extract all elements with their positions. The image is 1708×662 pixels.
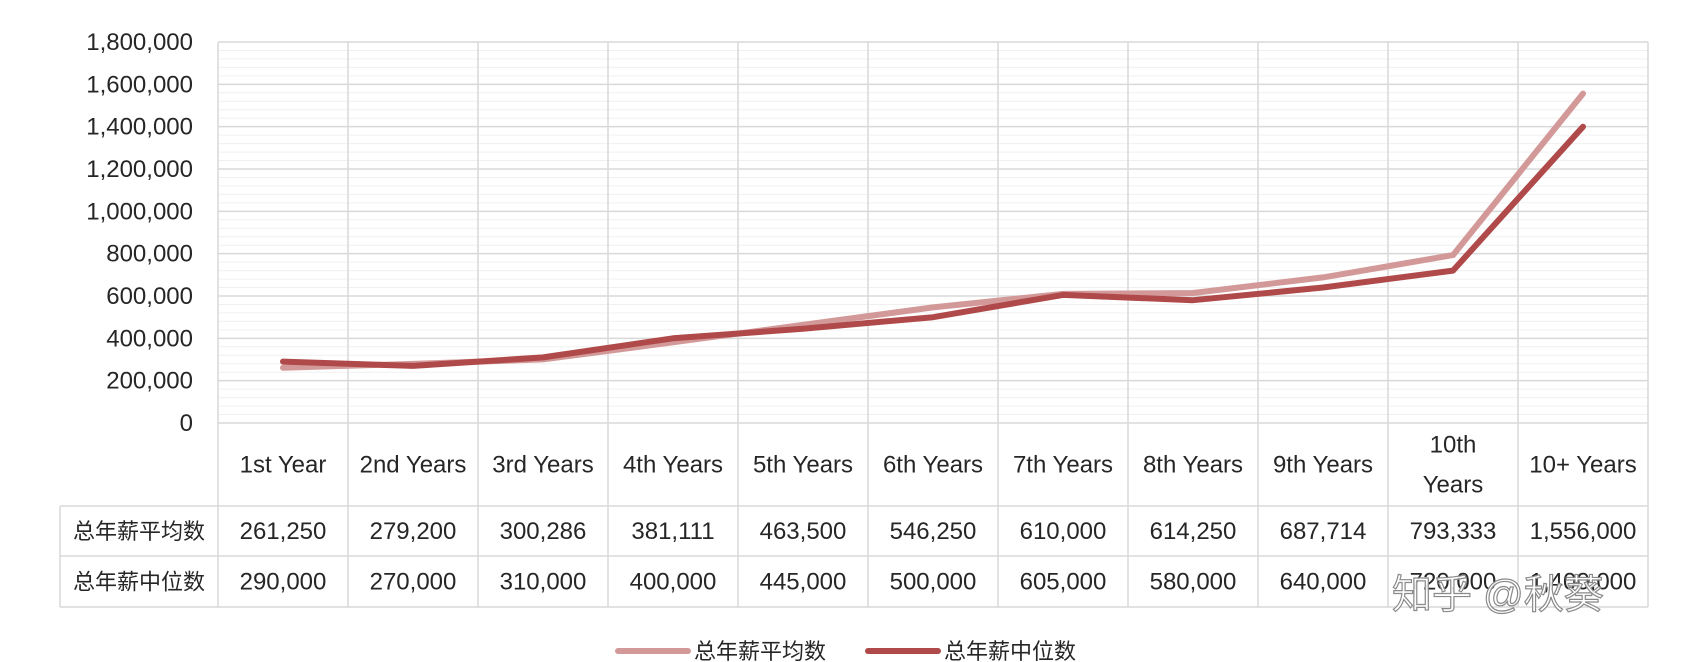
x-category-label: 6th Years (883, 452, 983, 479)
data-table-cell: 279,200 (370, 518, 457, 545)
data-table-cell: 300,286 (500, 518, 587, 545)
data-table-cell: 400,000 (630, 569, 717, 596)
data-table: 1st Year 2nd Years 3rd Years 4th Years 5th Y… (73, 432, 1637, 596)
y-tick-label: 600,000 (106, 283, 193, 310)
x-category-label: 10+ Years (1529, 452, 1636, 479)
y-tick-label: 1,600,000 (86, 71, 193, 98)
y-tick-label: 1,800,000 (86, 29, 193, 56)
x-category-label: 3rd Years (492, 452, 593, 479)
legend-label: 总年薪中位数 (944, 639, 1076, 662)
x-category-label: 7th Years (1013, 452, 1113, 479)
data-table-cell: 793,333 (1410, 518, 1497, 545)
y-axis: 0 200,000 400,000 600,000 800,000 1,000,000 1,… (86, 29, 193, 437)
watermark: 知乎 @秋葵 (1391, 572, 1604, 617)
data-table-cell: 310,000 (500, 569, 587, 596)
x-category-label: 2nd Years (360, 452, 467, 479)
data-table-cell: 500,000 (890, 569, 977, 596)
y-tick-label: 0 (180, 410, 193, 437)
data-table-cell: 445,000 (760, 569, 847, 596)
watermark-text: 知乎 @秋葵 (1392, 573, 1604, 617)
data-table-cell: 261,250 (240, 518, 327, 545)
x-category-label: 8th Years (1143, 452, 1243, 479)
x-category-label: 10th (1430, 432, 1477, 459)
x-category-label: 9th Years (1273, 452, 1373, 479)
data-table-cell: 546,250 (890, 518, 977, 545)
y-tick-label: 200,000 (106, 368, 193, 395)
data-table-cell: 720,000 (1410, 569, 1497, 596)
data-table-cell: 290,000 (240, 569, 327, 596)
minor-gridlines (218, 49, 1648, 416)
data-table-cell: 1,556,000 (1530, 518, 1637, 545)
y-tick-label: 1,200,000 (86, 156, 193, 183)
y-tick-label: 1,400,000 (86, 114, 193, 141)
legend: 总年薪平均数 总年薪中位数 (615, 639, 1076, 662)
data-table-cell: 580,000 (1150, 569, 1237, 596)
data-table-cell: 687,714 (1280, 518, 1367, 545)
x-category-label: 5th Years (753, 452, 853, 479)
major-gridlines (59, 41, 1649, 608)
x-category-label: 4th Years (623, 452, 723, 479)
data-table-cell: 640,000 (1280, 569, 1367, 596)
y-tick-label: 1,000,000 (86, 198, 193, 225)
table-row-header: 总年薪中位数 (73, 570, 205, 595)
data-table-cell: 463,500 (760, 518, 847, 545)
data-table-cell: 381,111 (631, 518, 714, 545)
data-table-cell: 270,000 (370, 569, 457, 596)
x-category-label: 1st Year (240, 452, 327, 479)
table-row-header: 总年薪平均数 (73, 519, 205, 544)
y-tick-label: 400,000 (106, 325, 193, 352)
series-line (280, 123, 1586, 369)
data-table-cell: 614,250 (1150, 518, 1237, 545)
y-tick-label: 800,000 (106, 241, 193, 268)
data-table-cell: 605,000 (1020, 569, 1107, 596)
data-table-cell: 610,000 (1020, 518, 1107, 545)
legend-label: 总年薪平均数 (694, 639, 826, 662)
data-table-cell: 1,400,000 (1530, 569, 1637, 596)
x-category-label: Years (1423, 472, 1484, 499)
series-lines (280, 90, 1586, 371)
